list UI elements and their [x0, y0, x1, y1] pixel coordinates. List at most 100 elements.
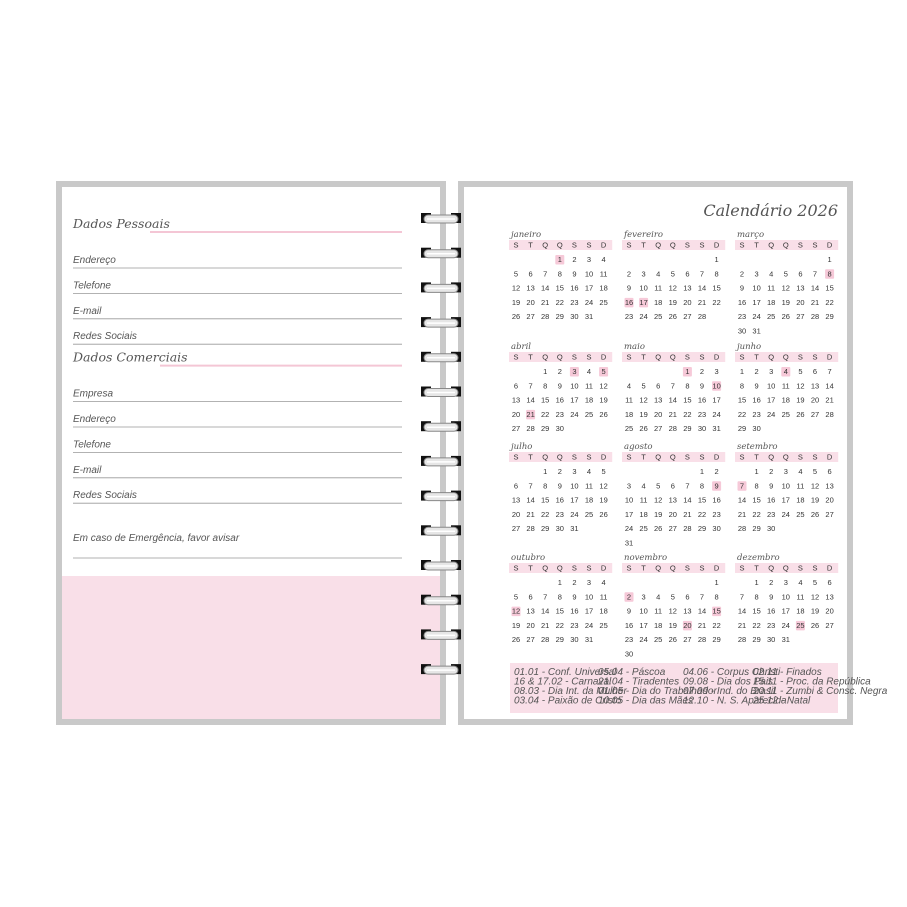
holiday-mark — [682, 620, 692, 631]
day: 9 — [627, 607, 631, 616]
day: 1 — [715, 578, 719, 587]
day: 17 — [639, 621, 647, 630]
weekday-bar — [622, 452, 726, 462]
day: 19 — [599, 396, 607, 405]
day: 7 — [740, 592, 744, 601]
day: 29 — [698, 524, 706, 533]
day: 11 — [797, 592, 805, 601]
day: 14 — [811, 284, 819, 293]
holiday-mark — [825, 269, 835, 279]
day: 12 — [669, 284, 677, 293]
day: 18 — [585, 496, 593, 505]
weekday: S — [739, 241, 744, 250]
day: 10 — [570, 481, 578, 490]
day: 12 — [599, 481, 607, 490]
day: 23 — [712, 510, 720, 519]
holiday-day: 5 — [602, 367, 606, 376]
day: 20 — [526, 621, 534, 630]
day: 5 — [671, 269, 675, 278]
day: 30 — [712, 524, 720, 533]
day: 27 — [526, 312, 534, 321]
holiday-note: 12.10 - N. S. Aparecida — [683, 696, 787, 707]
day: 20 — [669, 510, 677, 519]
day: 24 — [585, 621, 593, 630]
day: 3 — [755, 269, 759, 278]
day: 2 — [769, 578, 773, 587]
day: 1 — [543, 367, 547, 376]
holiday-mark — [526, 409, 536, 420]
day: 27 — [683, 635, 691, 644]
day: 8 — [558, 269, 562, 278]
day: 21 — [738, 510, 746, 519]
day: 31 — [752, 327, 760, 336]
day: 1 — [558, 578, 562, 587]
day: 25 — [654, 312, 662, 321]
day: 31 — [782, 635, 790, 644]
weekday: S — [513, 241, 518, 250]
day: 16 — [570, 284, 578, 293]
holiday-day: 1 — [558, 255, 562, 264]
field-label: Endereço — [73, 255, 116, 266]
calendar-title: Calendário 2026 — [703, 201, 838, 220]
day: 21 — [811, 298, 819, 307]
day: 31 — [570, 524, 578, 533]
weekday-bar — [509, 563, 613, 573]
day: 4 — [798, 467, 802, 476]
day: 22 — [683, 410, 691, 419]
day: 9 — [627, 284, 631, 293]
day: 29 — [712, 635, 720, 644]
pink-panel — [62, 576, 440, 719]
day: 25 — [767, 312, 775, 321]
day: 13 — [811, 381, 819, 390]
day: 2 — [558, 367, 562, 376]
weekday: S — [626, 564, 631, 573]
weekday: T — [754, 453, 759, 462]
day: 16 — [712, 496, 720, 505]
day: 20 — [811, 396, 819, 405]
weekday: T — [641, 453, 646, 462]
holiday-day: 21 — [526, 410, 534, 419]
day: 8 — [543, 481, 547, 490]
day: 16 — [738, 298, 746, 307]
day: 12 — [811, 592, 819, 601]
day: 25 — [599, 621, 607, 630]
month-name: fevereiro — [623, 230, 663, 240]
weekday: T — [528, 453, 533, 462]
field-label: Telefone — [73, 439, 111, 450]
day: 13 — [512, 396, 520, 405]
day: 14 — [698, 607, 706, 616]
day: 11 — [782, 381, 790, 390]
day: 19 — [811, 496, 819, 505]
weekday: S — [685, 453, 690, 462]
weekday: D — [714, 564, 720, 573]
day: 1 — [828, 255, 832, 264]
day: 13 — [526, 284, 534, 293]
day: 20 — [796, 298, 804, 307]
weekday: D — [827, 453, 833, 462]
day: 31 — [625, 539, 633, 548]
weekday: Q — [768, 241, 774, 250]
day: 16 — [570, 607, 578, 616]
weekday: S — [572, 564, 577, 573]
day: 24 — [639, 635, 647, 644]
day: 30 — [738, 327, 746, 336]
day: 20 — [825, 607, 833, 616]
day: 7 — [529, 481, 533, 490]
day: 11 — [654, 284, 662, 293]
day: 14 — [738, 496, 746, 505]
weekday: S — [812, 241, 817, 250]
weekday-bar — [735, 452, 839, 462]
day: 15 — [752, 607, 760, 616]
day: 3 — [784, 467, 788, 476]
day: 14 — [541, 284, 549, 293]
day: 20 — [654, 410, 662, 419]
month-name: abril — [511, 342, 531, 352]
day: 23 — [625, 312, 633, 321]
weekday: T — [528, 241, 533, 250]
holiday-day: 17 — [639, 298, 647, 307]
day: 11 — [767, 284, 775, 293]
holiday-mark — [712, 606, 722, 617]
weekday: Q — [768, 564, 774, 573]
day: 27 — [811, 410, 819, 419]
day: 24 — [712, 410, 720, 419]
